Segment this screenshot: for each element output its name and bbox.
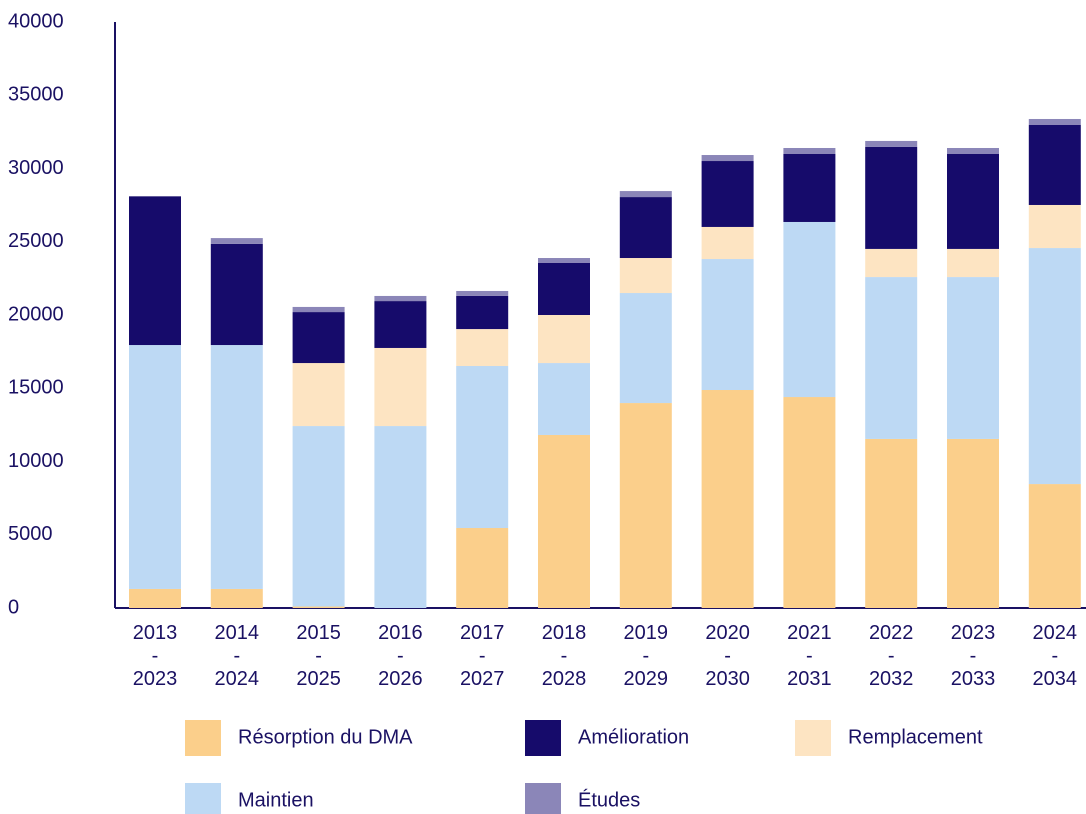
bar-segment bbox=[783, 221, 836, 398]
bar-segment bbox=[374, 426, 427, 608]
legend-swatch bbox=[185, 783, 221, 814]
x-tick-label: 2023 - 2033 bbox=[950, 622, 996, 690]
legend-swatch bbox=[525, 783, 561, 814]
bar-segment bbox=[783, 397, 836, 608]
bar-segment bbox=[1028, 204, 1081, 249]
bar-segment bbox=[456, 528, 509, 608]
bar-segment bbox=[947, 438, 999, 608]
y-tick-label: 5000 bbox=[8, 523, 53, 545]
bar-segment bbox=[129, 196, 181, 346]
bar-segment bbox=[456, 295, 509, 330]
bar-segment bbox=[292, 363, 345, 427]
x-tick-label: 2020 - 2030 bbox=[705, 622, 750, 690]
y-tick-label: 30000 bbox=[8, 157, 64, 179]
bar-segment bbox=[783, 147, 836, 154]
bar-segment bbox=[456, 290, 509, 296]
bar-segment bbox=[210, 345, 263, 589]
legend-swatch bbox=[525, 720, 561, 756]
x-tick-label: 2022 - 2032 bbox=[868, 622, 914, 690]
x-tick-label: 2024 - 2034 bbox=[1032, 622, 1078, 690]
bar-segment bbox=[210, 588, 263, 608]
bar-segment bbox=[538, 363, 590, 435]
bar-segment bbox=[701, 259, 754, 391]
bar-segment bbox=[292, 426, 345, 607]
x-tick-label: 2017 - 2027 bbox=[459, 622, 505, 690]
bar-segment bbox=[619, 293, 672, 404]
x-tick-label: 2021 - 2031 bbox=[787, 622, 832, 690]
bar-segment bbox=[456, 365, 509, 529]
bar-segment bbox=[538, 262, 590, 315]
bar-segment bbox=[210, 238, 263, 244]
bar-segment bbox=[947, 153, 999, 249]
bar-segment bbox=[1028, 248, 1081, 485]
y-tick-label: 0 bbox=[8, 596, 19, 618]
bar-segment bbox=[947, 277, 999, 439]
bar-segment bbox=[1028, 124, 1081, 205]
legend-label: Amélioration bbox=[578, 726, 689, 748]
bar-segment bbox=[619, 191, 672, 198]
legend-label: Études bbox=[578, 788, 640, 811]
y-tick-label: 15000 bbox=[8, 377, 64, 399]
bar-segment bbox=[701, 161, 754, 227]
legend-label: Remplacement bbox=[848, 726, 983, 748]
bar-segment bbox=[619, 197, 672, 259]
x-tick-label: 2019 - 2029 bbox=[623, 622, 669, 690]
y-tick-label: 10000 bbox=[8, 450, 64, 472]
x-tick-label: 2013 - 2023 bbox=[132, 622, 178, 690]
bar-segment bbox=[701, 155, 754, 162]
legend-swatch bbox=[795, 720, 831, 756]
bar-segment bbox=[374, 301, 427, 348]
bar-segment bbox=[947, 147, 999, 154]
x-tick-label: 2018 - 2028 bbox=[541, 622, 587, 690]
bar-segment bbox=[865, 438, 918, 608]
bar-segment bbox=[1028, 118, 1081, 125]
y-tick-label: 20000 bbox=[8, 303, 64, 325]
bar-segment bbox=[374, 347, 427, 427]
bar-segment bbox=[783, 153, 836, 222]
bar-segment bbox=[865, 146, 918, 249]
bar-segment bbox=[374, 295, 427, 302]
bar-segment bbox=[292, 606, 345, 608]
legend-swatch bbox=[185, 720, 221, 756]
x-tick-label: 2015 - 2025 bbox=[296, 622, 341, 690]
bar-segment bbox=[701, 226, 754, 260]
legend-label: Résorption du DMA bbox=[238, 726, 413, 748]
bar-segment bbox=[538, 258, 590, 263]
bar-segment bbox=[129, 345, 181, 589]
bar-segment bbox=[865, 140, 918, 147]
bar-segment bbox=[456, 329, 509, 366]
bar-segment bbox=[619, 403, 672, 608]
y-tick-label: 25000 bbox=[8, 230, 64, 252]
bar-segment bbox=[701, 390, 754, 608]
bar-segment bbox=[619, 258, 672, 294]
y-tick-label: 40000 bbox=[8, 10, 64, 32]
bar-segment bbox=[538, 315, 590, 364]
bar-segment bbox=[292, 306, 345, 313]
bar-segment bbox=[538, 434, 590, 608]
y-tick-label: 35000 bbox=[8, 84, 64, 106]
bar-segment bbox=[129, 588, 181, 608]
bar-segment bbox=[865, 277, 918, 439]
bar-segment bbox=[947, 248, 999, 278]
legend-label: Maintien bbox=[238, 789, 314, 811]
bar-segment bbox=[1028, 484, 1081, 608]
bar-segment bbox=[292, 312, 345, 364]
x-tick-label: 2014 - 2024 bbox=[214, 622, 260, 690]
x-tick-label: 2016 - 2026 bbox=[378, 622, 423, 690]
bar-segment bbox=[865, 248, 918, 278]
bar-segment bbox=[210, 243, 263, 346]
